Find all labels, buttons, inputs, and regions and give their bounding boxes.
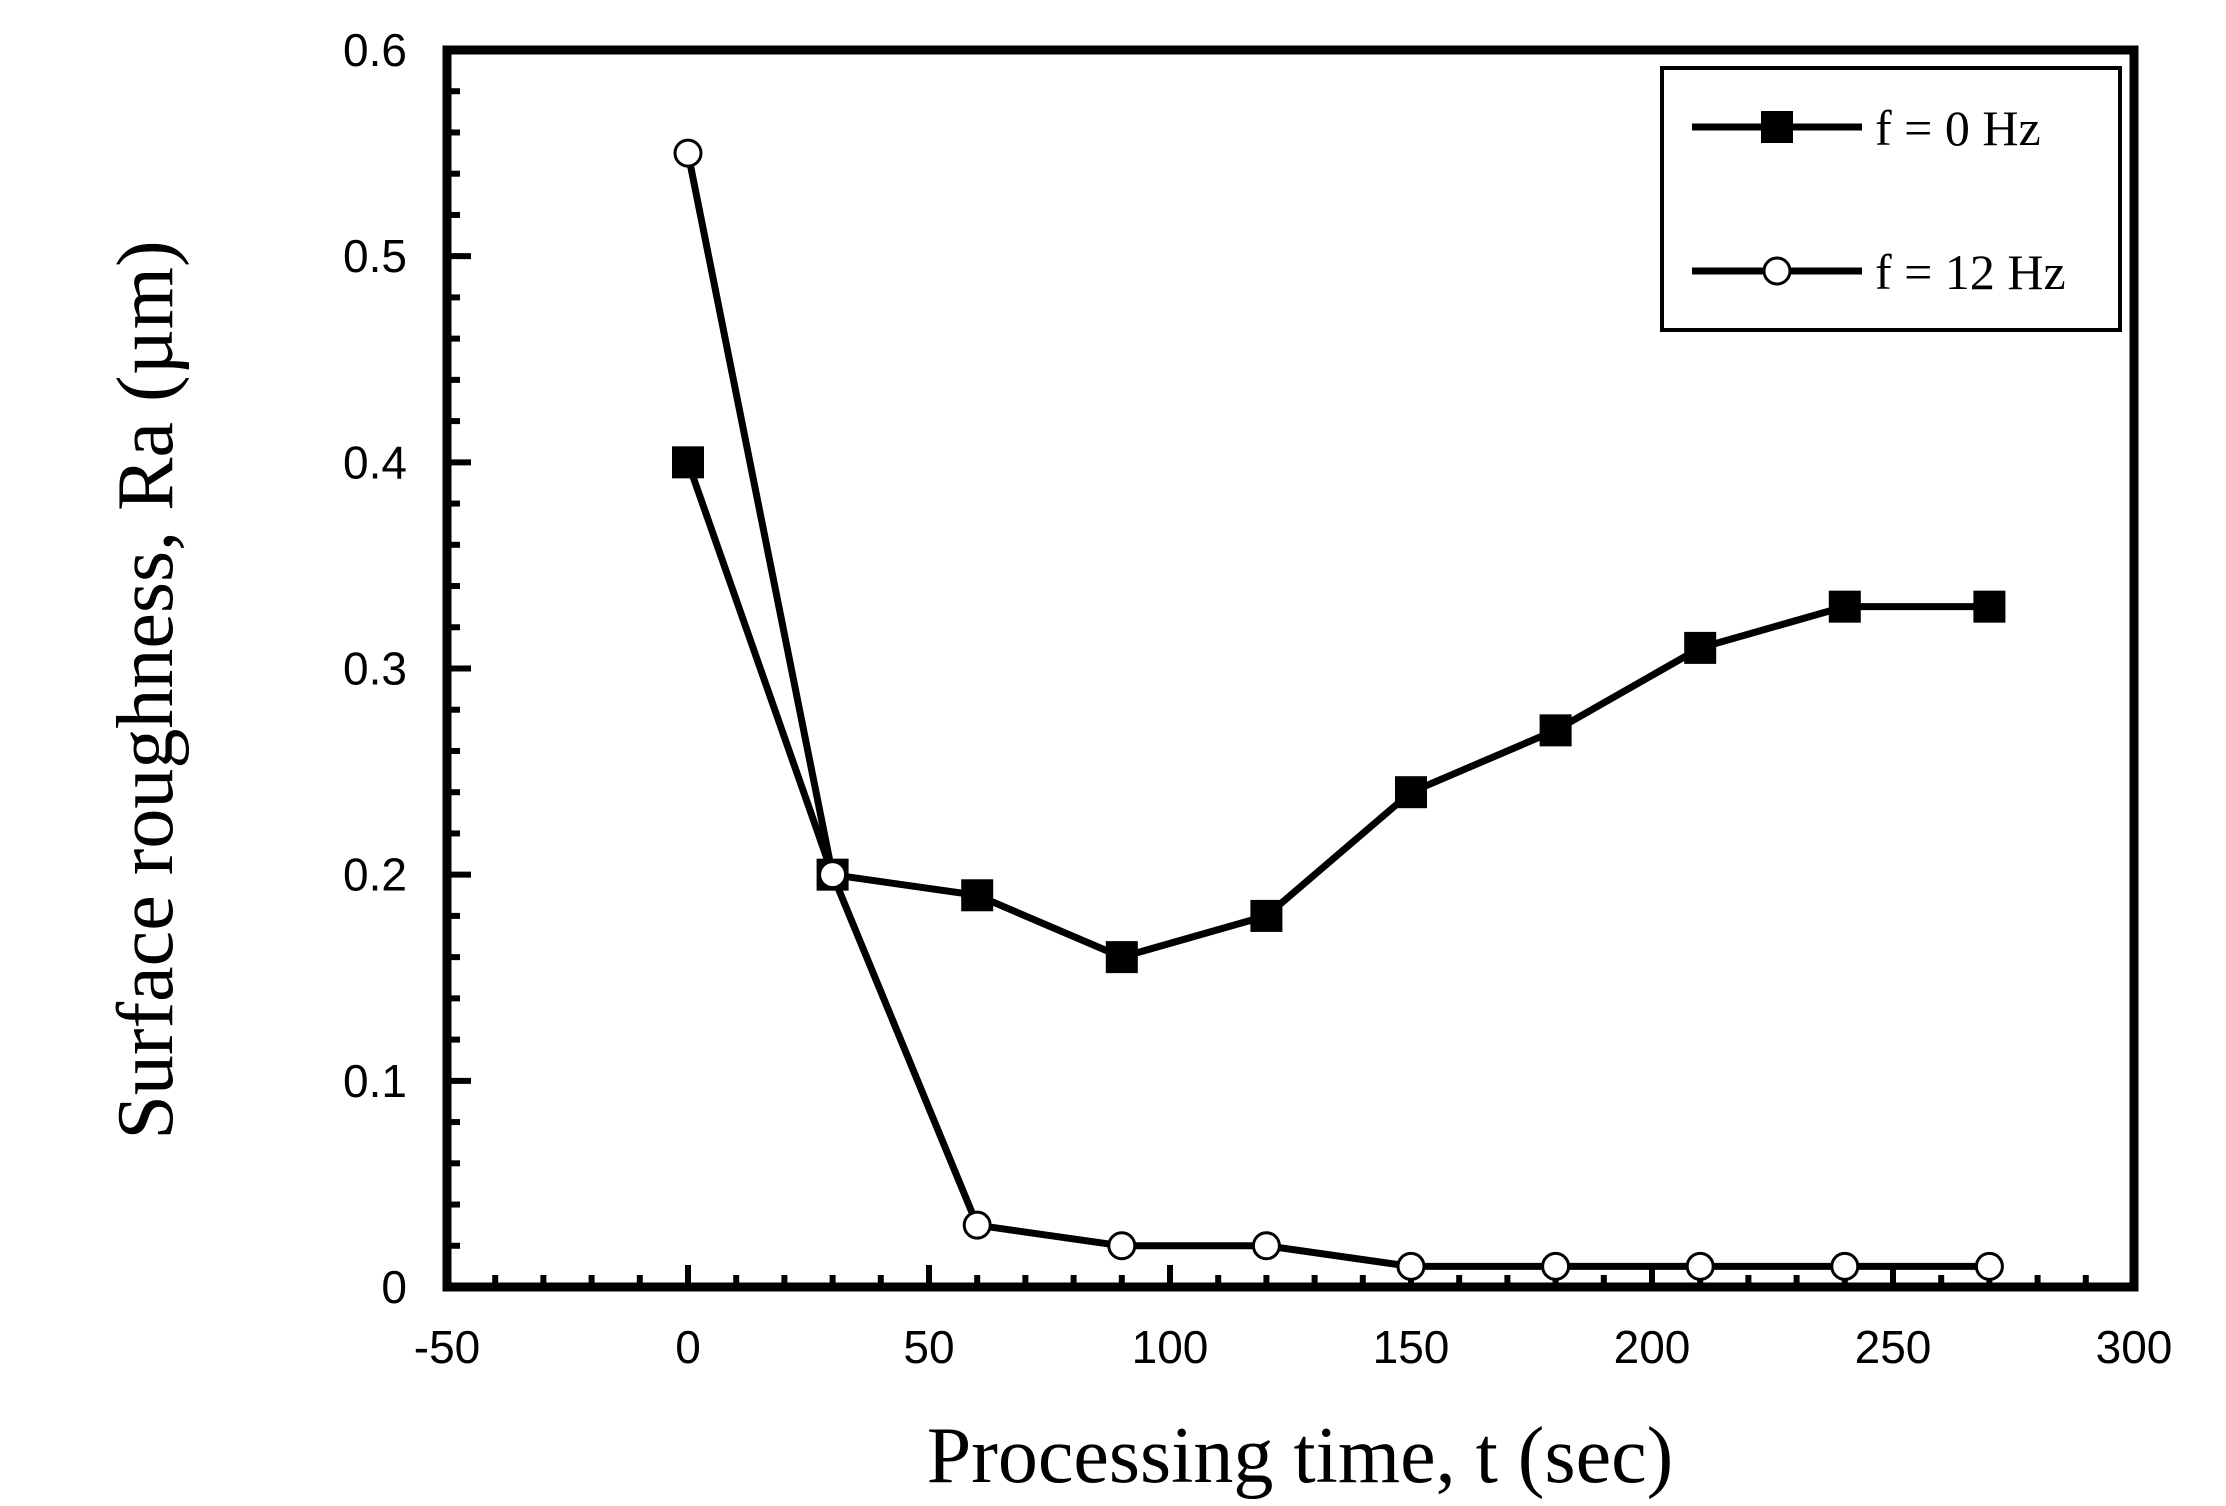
data-point-circle	[1830, 1251, 1860, 1281]
data-point-square	[1684, 631, 1717, 664]
y-tick-label: 0.1	[343, 1055, 407, 1107]
series-line-0	[684, 461, 1990, 961]
x-tick-label: 250	[1855, 1321, 1932, 1373]
x-tick-label: 50	[903, 1321, 954, 1373]
x-tick-label: 300	[2096, 1321, 2173, 1373]
y-axis-title: Surface roughness, Ra (µm)	[102, 240, 190, 1139]
legend-marker-f0	[1761, 111, 1793, 143]
legend-label-f12: f = 12 Hz	[1875, 244, 2066, 300]
x-tick-label: -50	[414, 1321, 480, 1373]
data-point-square	[1395, 776, 1427, 809]
data-point-circle	[1251, 1231, 1281, 1261]
legend: f = 0 Hz f = 12 Hz	[1660, 66, 2122, 332]
data-point-square	[1539, 714, 1572, 747]
legend-marker-f12	[1762, 256, 1792, 286]
data-point-circle	[1107, 1231, 1137, 1261]
y-tick-label: 0.2	[343, 849, 407, 901]
data-point-square	[1828, 590, 1861, 623]
data-point-circle	[818, 860, 848, 890]
legend-box	[1660, 66, 2122, 332]
data-point-circle	[962, 1210, 992, 1240]
plot-frame	[442, 45, 2139, 1292]
data-point-circle	[673, 138, 703, 168]
series-lines	[684, 152, 1990, 1270]
x-tick-label: 200	[1614, 1321, 1691, 1373]
x-tick-label: 150	[1373, 1321, 1450, 1373]
x-axis-title: Processing time, t (sec)	[927, 1412, 1673, 1500]
data-point-circle	[1396, 1251, 1426, 1281]
y-tick-label: 0	[381, 1261, 407, 1313]
data-point-square	[672, 446, 704, 479]
y-tick-label: 0.5	[343, 230, 407, 282]
data-point-square	[1250, 899, 1283, 932]
data-point-square	[1105, 941, 1138, 974]
data-point-circle	[1541, 1251, 1571, 1281]
y-tick-label: 0.6	[343, 24, 407, 76]
data-point-square	[1973, 590, 2006, 623]
series-markers	[672, 138, 2006, 1281]
y-tick-label: 0.4	[343, 436, 407, 488]
data-point-circle	[1974, 1251, 2004, 1281]
x-tick-label: 100	[1132, 1321, 1209, 1373]
y-tick-label: 0.3	[343, 643, 407, 695]
data-point-square	[961, 879, 994, 912]
x-tick-label: 0	[675, 1321, 701, 1373]
legend-label-f0: f = 0 Hz	[1875, 100, 2041, 156]
series-line-1	[684, 152, 1990, 1270]
data-point-circle	[1685, 1251, 1715, 1281]
